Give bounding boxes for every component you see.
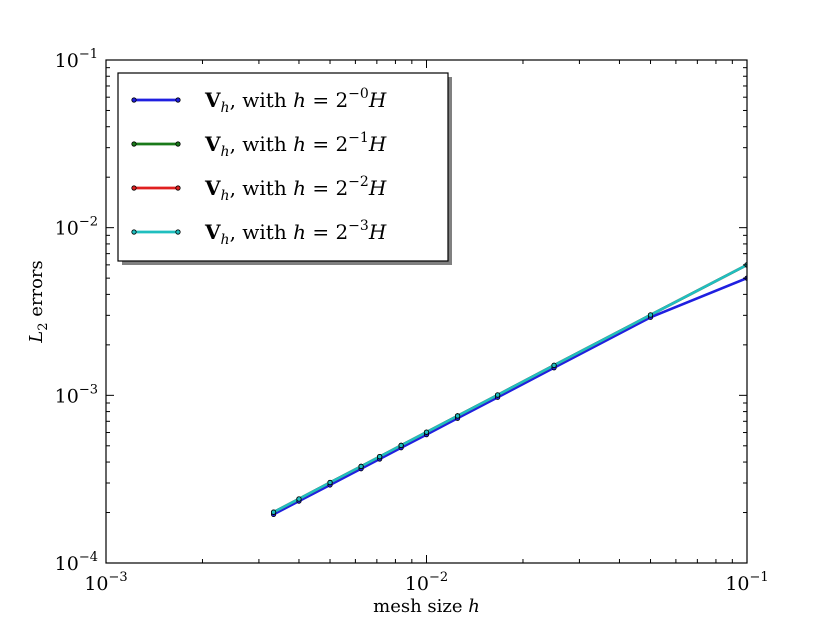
y-tick-label-0: 10−4 [55, 550, 98, 575]
series-point-3 [270, 509, 277, 515]
series-point-3 [398, 442, 404, 448]
series-point-3 [377, 454, 383, 460]
series-point-3 [296, 496, 302, 502]
y-axis-label: L2 errors [26, 260, 51, 344]
plot-frame [105, 59, 748, 564]
series-point-3 [551, 362, 557, 368]
series-layer [270, 262, 747, 517]
legend-label-1: Vh, with h = 2−1H [204, 130, 387, 160]
legend-label-2: Vh, with h = 2−2H [204, 174, 387, 204]
legend-marker [175, 141, 181, 147]
y-tick-label-1: 10−3 [55, 382, 98, 407]
legend-marker [175, 229, 181, 235]
x-tick-label-0: 10−3 [84, 570, 127, 595]
legend-marker [175, 97, 181, 103]
series-point-3 [495, 392, 501, 398]
series-point-3 [358, 463, 364, 469]
legend-marker [131, 185, 137, 191]
series-line-3 [272, 263, 747, 514]
legend-marker [175, 185, 181, 191]
y-tick-label-2: 10−2 [55, 215, 98, 240]
legend-box [117, 72, 449, 262]
y-tick-label-3: 10−1 [55, 47, 98, 72]
legend-marker [131, 141, 137, 147]
legend-label-3: Vh, with h = 2−3H [204, 218, 387, 248]
legend-label-0: Vh, with h = 2−0H [204, 86, 387, 116]
series-line-0 [272, 276, 747, 516]
x-tick-label-1: 10−2 [405, 570, 448, 595]
legend-marker [131, 97, 137, 103]
series-point-3 [647, 312, 654, 318]
legend: Vh, with h = 2−0H Vh, with h = 2−1H Vh, wi… [117, 72, 452, 265]
series-point-3 [423, 429, 430, 435]
series-point-3 [327, 479, 333, 486]
x-tick-label-2: 10−1 [725, 570, 768, 595]
series-point-3 [454, 413, 461, 419]
x-axis-label: mesh size h [373, 596, 480, 617]
legend-marker [131, 229, 137, 235]
ticks-layer [105, 59, 748, 564]
